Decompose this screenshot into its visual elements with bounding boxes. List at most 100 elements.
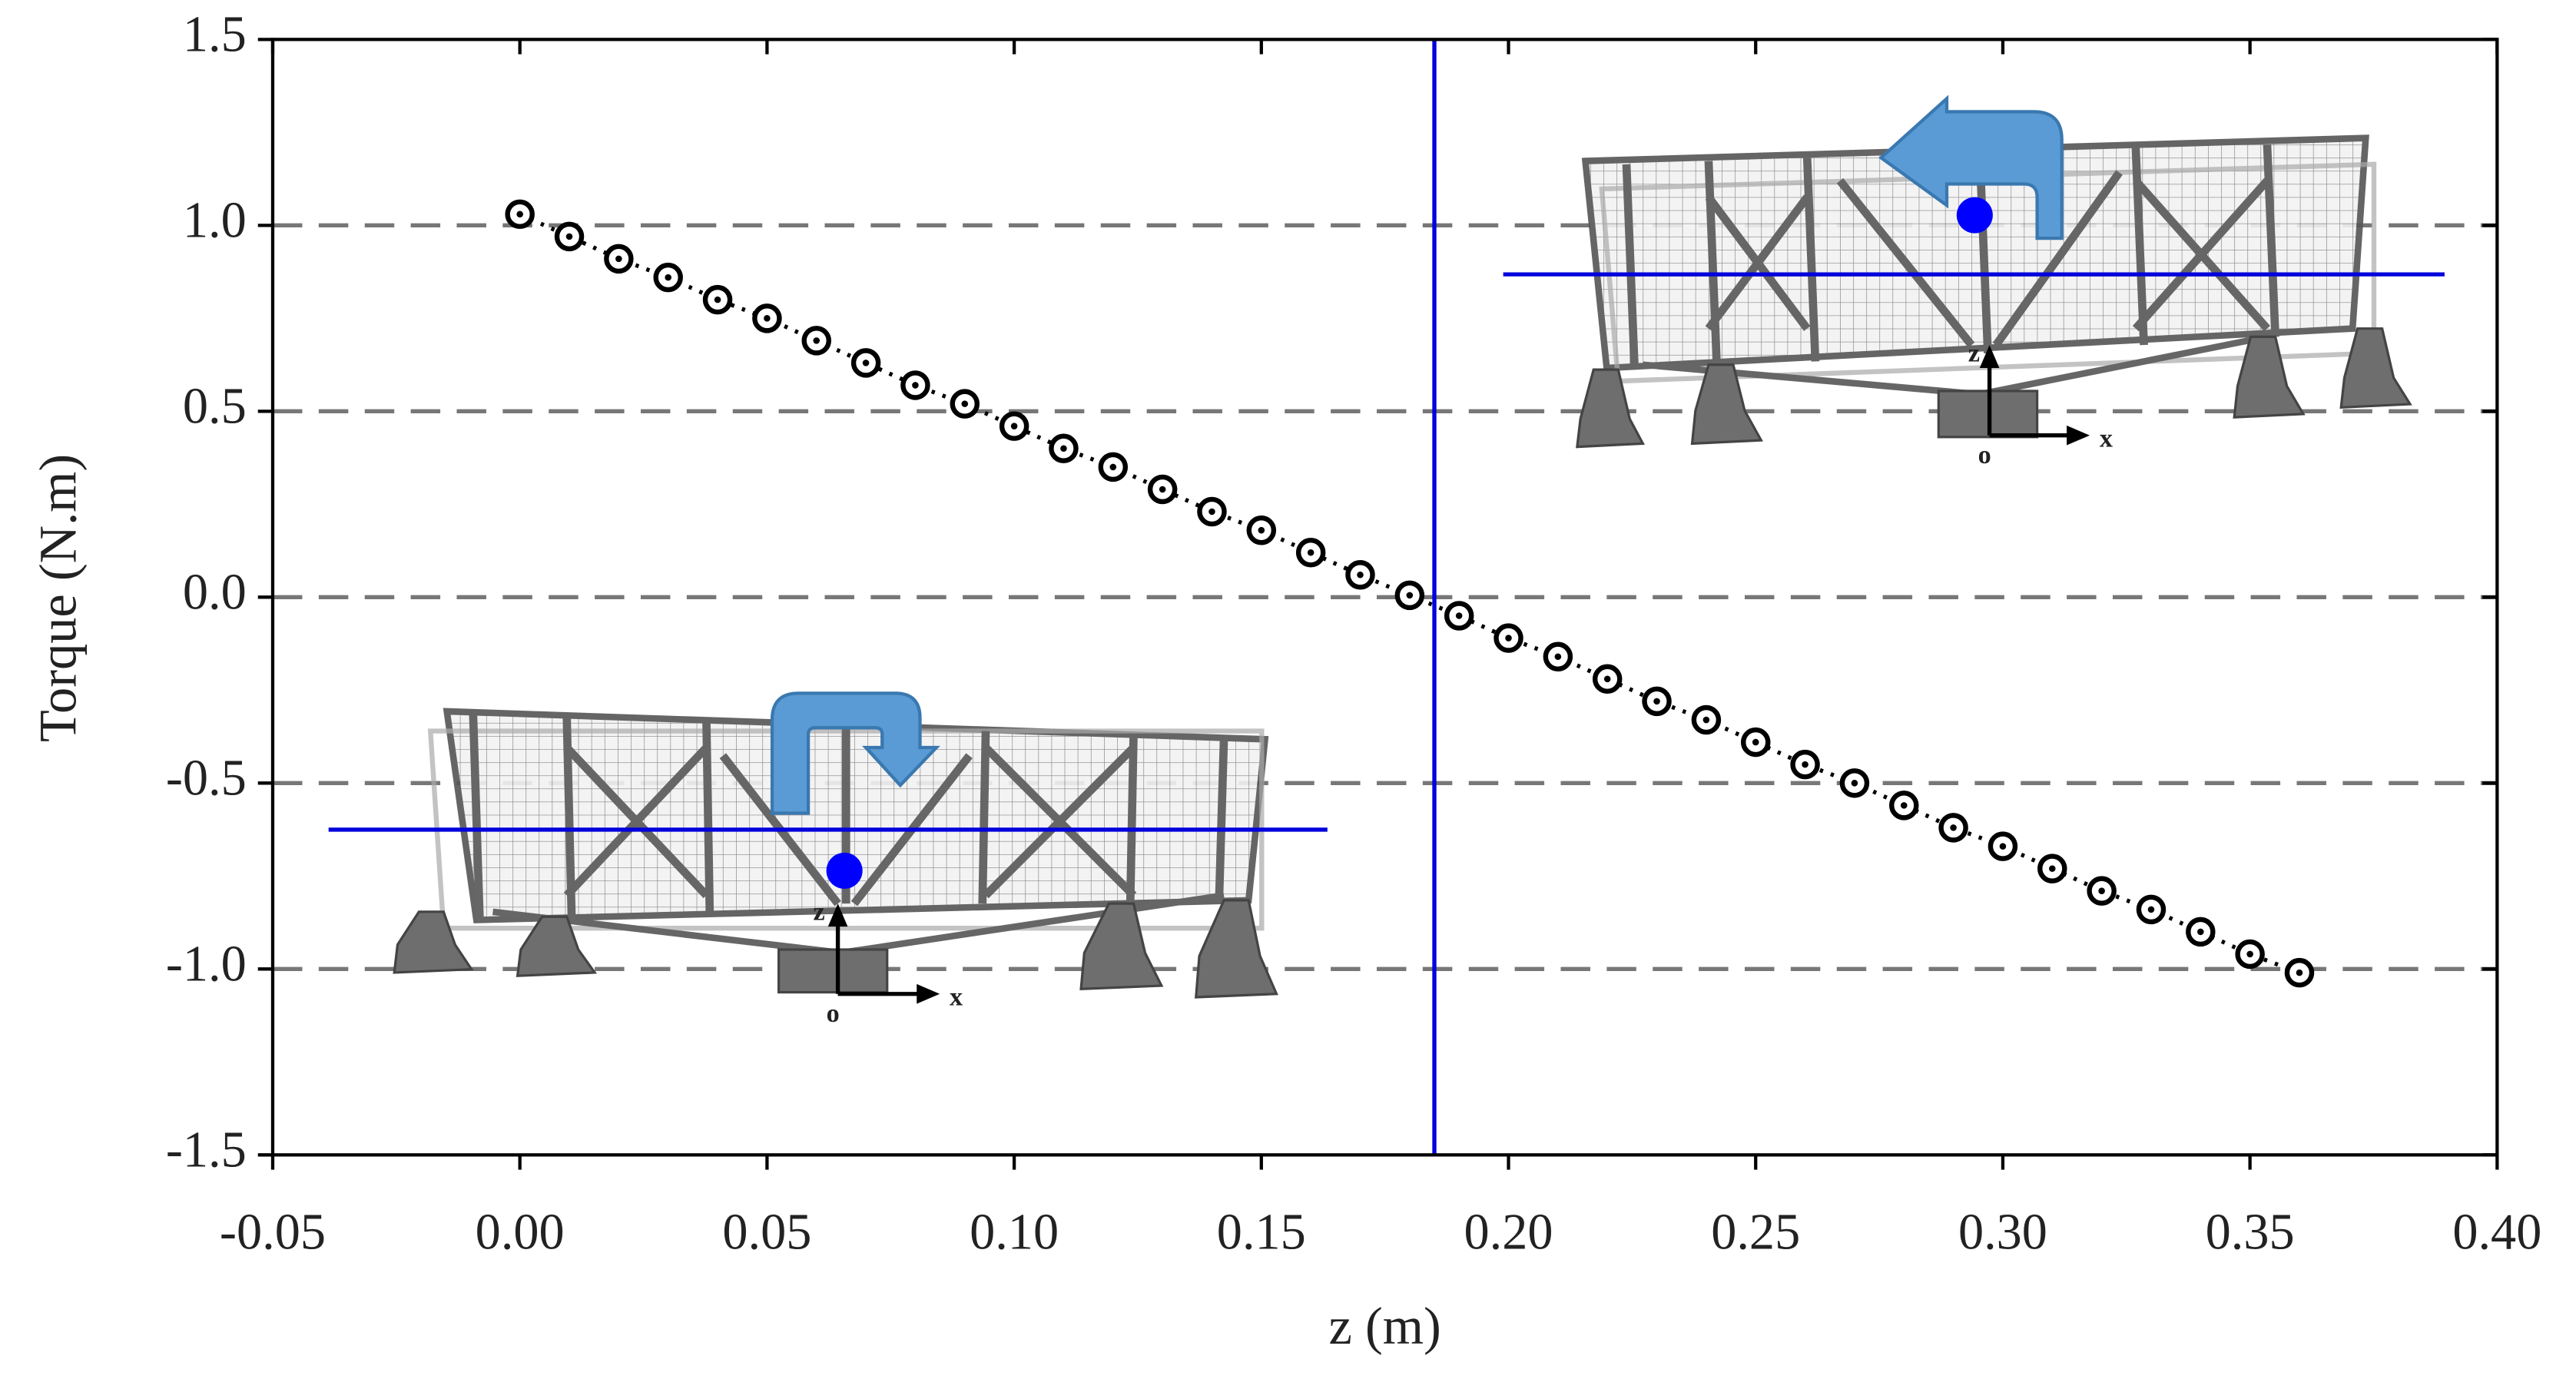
point-core bbox=[1406, 592, 1414, 599]
x-tick-label: 0.15 bbox=[1217, 1204, 1306, 1260]
data-point bbox=[604, 244, 634, 274]
point-core bbox=[961, 400, 969, 407]
data-point bbox=[2037, 854, 2067, 883]
inset-diagram: z o x bbox=[328, 691, 1328, 1028]
y-tick-label: -0.5 bbox=[166, 751, 247, 807]
point-core bbox=[714, 296, 721, 303]
data-point bbox=[1098, 452, 1129, 482]
data-point bbox=[653, 262, 683, 293]
foreground: -0.05 0.00 0.05 0.10 0.15 0.20 0.25 0.30 0.35 0.4… bbox=[166, 7, 2542, 1261]
inset-x-label: x bbox=[950, 983, 963, 1012]
point-core bbox=[2147, 906, 2155, 913]
point-core bbox=[862, 360, 870, 366]
point-core bbox=[2296, 969, 2303, 976]
inset-x-label: x bbox=[2100, 425, 2113, 453]
point-core bbox=[1603, 675, 1611, 683]
point-core bbox=[764, 315, 771, 322]
data-point bbox=[1444, 601, 1474, 631]
point-core bbox=[1999, 843, 2007, 850]
data-point bbox=[1345, 560, 1375, 590]
point-core bbox=[665, 273, 671, 281]
data-point bbox=[1295, 537, 1326, 568]
data-point bbox=[752, 303, 782, 333]
y-tick-label: -1.0 bbox=[166, 936, 247, 993]
x-tick-label: 0.20 bbox=[1464, 1204, 1553, 1260]
point-core bbox=[1802, 761, 1809, 768]
data-point bbox=[1246, 515, 1277, 545]
data-point bbox=[1494, 623, 1523, 653]
data-point bbox=[1592, 664, 1623, 694]
point-core bbox=[912, 382, 919, 389]
data-point bbox=[950, 389, 980, 419]
point-core bbox=[1752, 738, 1759, 746]
data-point bbox=[702, 284, 733, 315]
inset-z-label: z bbox=[1968, 339, 1980, 367]
point-core bbox=[1109, 463, 1117, 471]
x-tick-label: -0.05 bbox=[220, 1204, 326, 1260]
point-core bbox=[1060, 445, 1067, 452]
data-point bbox=[850, 348, 881, 378]
point-core bbox=[1653, 698, 1660, 705]
point-core bbox=[1307, 549, 1315, 556]
point-core bbox=[516, 210, 523, 218]
point-core bbox=[2098, 887, 2105, 894]
point-core bbox=[2197, 928, 2204, 936]
data-point bbox=[1049, 433, 1079, 463]
point-core bbox=[565, 233, 573, 240]
point-core bbox=[2246, 950, 2253, 958]
point-core bbox=[1505, 635, 1512, 641]
x-axis-title: z (m) bbox=[1329, 1297, 1441, 1355]
data-point bbox=[1938, 813, 1968, 843]
data-point bbox=[1642, 686, 1672, 717]
data-point bbox=[1147, 474, 1178, 505]
data-point bbox=[505, 199, 535, 230]
point-core bbox=[1900, 802, 1908, 809]
x-tick-label: 0.35 bbox=[2206, 1204, 2295, 1260]
x-tick-label: 0.05 bbox=[722, 1204, 811, 1260]
point-core bbox=[1258, 526, 1265, 534]
data-point bbox=[1988, 831, 2018, 861]
point-core bbox=[1851, 780, 1858, 787]
data-point bbox=[2087, 876, 2117, 906]
x-tick-label: 0.00 bbox=[476, 1204, 565, 1260]
x-tick-label: 0.30 bbox=[1958, 1204, 2047, 1260]
inset-origin-label: o bbox=[827, 999, 840, 1028]
y-tick-label: -1.5 bbox=[166, 1122, 247, 1178]
data-point bbox=[1543, 641, 1573, 672]
point-core bbox=[2049, 865, 2056, 872]
data-point bbox=[1839, 768, 1870, 798]
y-tick-label: 0.0 bbox=[183, 565, 247, 621]
data-point bbox=[554, 221, 585, 252]
inset-origin-label: o bbox=[1978, 441, 1991, 469]
data-point bbox=[2235, 939, 2265, 970]
point-core bbox=[813, 337, 821, 344]
y-tick-label: 1.5 bbox=[183, 7, 247, 63]
point-core bbox=[615, 255, 622, 263]
data-point bbox=[1790, 749, 1820, 780]
data-point bbox=[2136, 894, 2167, 925]
inset-z-label: z bbox=[814, 898, 825, 927]
y-tick-label: 0.5 bbox=[183, 379, 247, 435]
data-point bbox=[2284, 957, 2315, 988]
point-core bbox=[1702, 716, 1710, 724]
x-tick-label: 0.25 bbox=[1711, 1204, 1800, 1260]
data-point bbox=[1394, 580, 1425, 611]
inset-diagram: z o x bbox=[1503, 94, 2445, 469]
data-point bbox=[801, 326, 831, 356]
x-tick-label: 0.10 bbox=[970, 1204, 1059, 1260]
data-point bbox=[2186, 917, 2216, 947]
point-core bbox=[1010, 423, 1018, 429]
data-point bbox=[1691, 704, 1722, 735]
data-point bbox=[1740, 727, 1771, 757]
x-tick-label: 0.40 bbox=[2452, 1204, 2541, 1260]
point-core bbox=[1554, 653, 1562, 661]
data-point bbox=[1197, 496, 1227, 527]
point-core bbox=[1159, 486, 1166, 493]
data-point bbox=[1889, 791, 1919, 820]
point-core bbox=[1950, 824, 1957, 831]
y-tick-label: 1.0 bbox=[183, 193, 247, 249]
point-core bbox=[1455, 612, 1463, 619]
data-point bbox=[900, 370, 930, 400]
